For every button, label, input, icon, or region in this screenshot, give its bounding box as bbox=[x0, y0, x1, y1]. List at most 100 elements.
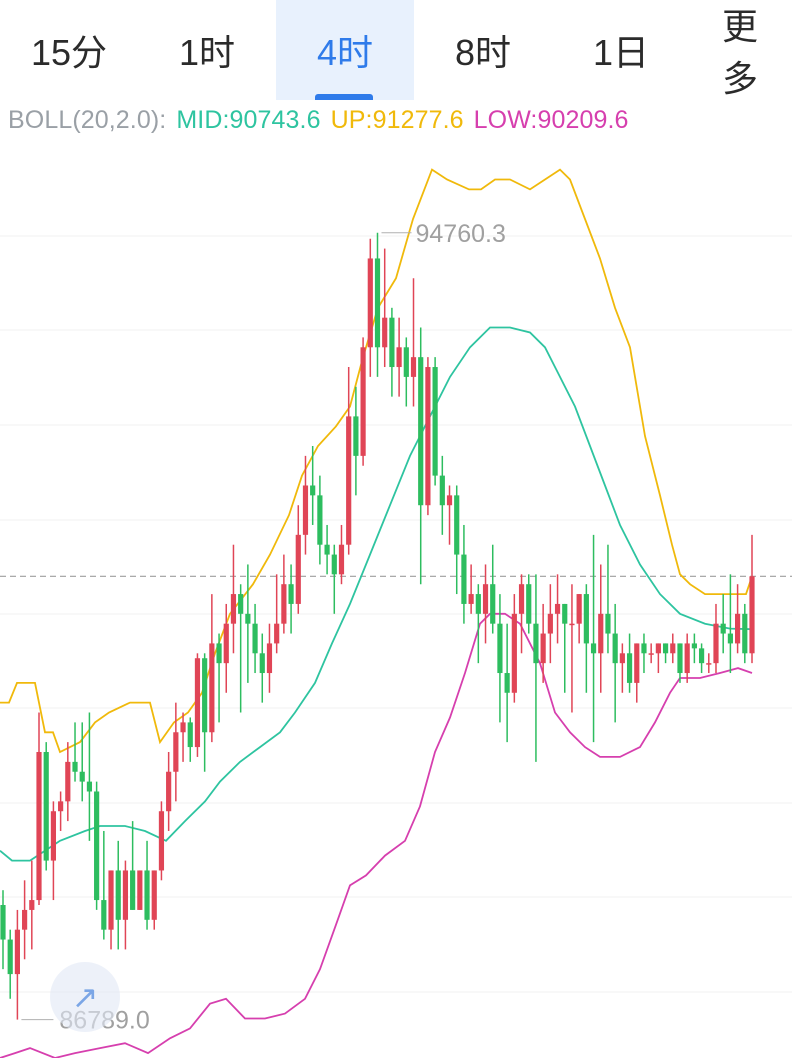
expand-watermark-icon[interactable]: ↗ bbox=[50, 962, 120, 1032]
candle-body bbox=[583, 594, 589, 644]
candle-body bbox=[360, 347, 366, 456]
candle-body bbox=[562, 603, 568, 624]
candle-body bbox=[274, 623, 280, 644]
candle-body bbox=[475, 594, 481, 614]
candle-body bbox=[36, 752, 42, 901]
candle-body bbox=[540, 633, 546, 664]
candle-body bbox=[670, 643, 676, 654]
candle-body bbox=[122, 870, 129, 920]
candle-body bbox=[338, 544, 345, 575]
candle-body bbox=[439, 475, 445, 506]
candle-body bbox=[79, 771, 85, 782]
high-price-label: 94760.3 bbox=[416, 220, 506, 248]
candle-body bbox=[742, 613, 748, 654]
candle-body bbox=[396, 347, 402, 368]
candle-body bbox=[655, 643, 661, 654]
candle-body bbox=[50, 811, 57, 861]
tab-4h[interactable]: 4时 bbox=[276, 0, 414, 100]
candle-body bbox=[22, 909, 28, 930]
candle-body bbox=[58, 801, 64, 812]
candle-body bbox=[72, 761, 78, 772]
candle-body bbox=[158, 811, 165, 871]
candle-body bbox=[101, 900, 107, 930]
candle-body bbox=[216, 643, 222, 664]
candle-body bbox=[194, 658, 201, 748]
candle-body bbox=[418, 357, 424, 506]
candle-body bbox=[209, 643, 215, 733]
candle-body bbox=[727, 633, 733, 644]
candle-body bbox=[547, 613, 553, 634]
candle-body bbox=[151, 870, 157, 920]
candle-body bbox=[94, 791, 100, 901]
candle-body bbox=[569, 623, 575, 626]
candle-body bbox=[403, 347, 409, 377]
candle-body bbox=[432, 367, 438, 476]
tab-1d[interactable]: 1日 bbox=[592, 32, 650, 73]
candle-body bbox=[641, 643, 647, 654]
candle-body bbox=[634, 643, 640, 683]
candle-body bbox=[612, 633, 618, 664]
candle-body bbox=[677, 643, 683, 674]
candle-body bbox=[367, 258, 373, 348]
tab-1h[interactable]: 1时 bbox=[178, 32, 236, 73]
candle-body bbox=[187, 722, 193, 748]
candle-body bbox=[626, 653, 633, 683]
candle-body bbox=[259, 653, 265, 674]
candle-body bbox=[137, 870, 143, 910]
boll-up-value: UP:91277.6 bbox=[330, 106, 464, 134]
tab-15m[interactable]: 15分 bbox=[30, 32, 108, 73]
candle-body bbox=[526, 584, 532, 624]
candle-body bbox=[576, 594, 582, 624]
candle-body bbox=[713, 623, 719, 664]
candle-body bbox=[223, 623, 229, 664]
candle-body bbox=[238, 594, 244, 614]
candle-body bbox=[691, 643, 697, 649]
tab-8h[interactable]: 8时 bbox=[454, 32, 512, 73]
candle-body bbox=[598, 613, 604, 654]
boll-legend: BOLL(20,2.0): MID:90743.6 UP:91277.6 LOW:90… bbox=[8, 106, 639, 135]
candle-body bbox=[410, 357, 417, 377]
candle-body bbox=[115, 870, 121, 920]
boll-mid-value: MID:90743.6 bbox=[176, 106, 321, 134]
candle-body bbox=[497, 623, 503, 674]
chart-labels: 94760.3 86789.0 bbox=[21, 220, 506, 1035]
candle-body bbox=[461, 554, 467, 604]
candle-body bbox=[619, 653, 625, 664]
active-tab-indicator bbox=[315, 94, 373, 100]
candle-body bbox=[166, 771, 172, 812]
boll-indicator-name: BOLL(20,2.0): bbox=[8, 106, 167, 134]
candle-body bbox=[482, 584, 489, 614]
candle-body bbox=[324, 544, 330, 555]
candle-body bbox=[331, 554, 337, 575]
candle-body bbox=[302, 485, 309, 535]
candle-body bbox=[7, 939, 13, 975]
candle-body bbox=[353, 416, 359, 456]
candle-body bbox=[173, 732, 179, 772]
candle-body bbox=[180, 722, 186, 733]
candle-body bbox=[266, 643, 273, 674]
candle-body bbox=[245, 613, 251, 624]
candle-body bbox=[749, 576, 755, 654]
candle-body bbox=[554, 603, 561, 614]
candle-body bbox=[86, 781, 93, 792]
candle-body bbox=[720, 623, 726, 634]
candle-body bbox=[590, 643, 597, 654]
candle-body bbox=[295, 534, 301, 604]
candle-body bbox=[490, 584, 496, 624]
candle-body bbox=[0, 905, 6, 940]
candle-body bbox=[389, 317, 395, 368]
candle-body bbox=[317, 495, 323, 545]
candle-body bbox=[662, 643, 669, 654]
candle-body bbox=[504, 673, 510, 693]
candle-body bbox=[706, 663, 712, 665]
tab-more[interactable]: 更多 bbox=[722, 6, 759, 99]
candle-body bbox=[446, 495, 453, 506]
boll-lower-line bbox=[0, 612, 753, 1058]
candle-body bbox=[648, 653, 654, 655]
candle-body bbox=[310, 485, 316, 496]
candle-body bbox=[202, 658, 208, 733]
candle-body bbox=[374, 258, 381, 348]
candle-body bbox=[533, 623, 539, 664]
candle-body bbox=[252, 623, 258, 654]
